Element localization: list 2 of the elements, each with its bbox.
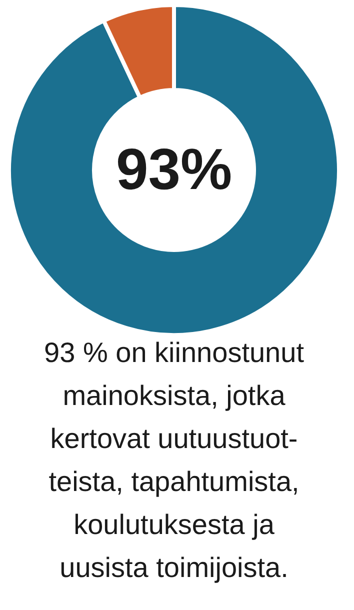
text: 93 % on kiinnostunut mainoksista, jotka kertovat uutuustuot- teista, tapahtumista, koulutuksesta ja uusista toimijoista.	[44, 337, 304, 583]
text: 93%	[116, 137, 232, 202]
